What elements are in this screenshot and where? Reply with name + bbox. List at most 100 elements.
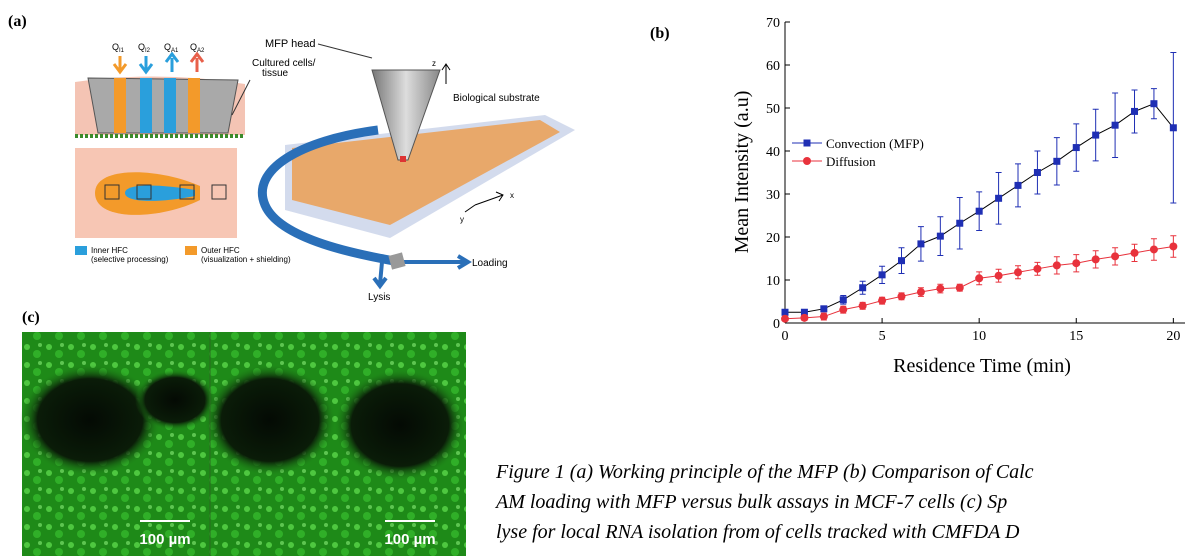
micrograph: 100 µm 100 µm (20, 332, 466, 556)
panel-label: (a) (8, 13, 27, 30)
legend-marker (803, 157, 811, 165)
flow-label: QA1 (164, 42, 179, 54)
legend-marker (804, 140, 811, 147)
point (917, 288, 925, 296)
point (956, 220, 963, 227)
dark-region (135, 370, 215, 430)
point (878, 297, 886, 305)
diagram: QI1 QI2 QA1 QA2 Inner HFC (selective pro… (75, 38, 575, 303)
chart: Residence Time (min) Mean Intensity (a.u… (731, 16, 1185, 377)
point (1053, 261, 1061, 269)
flow-sub: A2 (197, 48, 205, 54)
label: Loading (472, 258, 508, 269)
arrow (400, 256, 468, 268)
point (820, 305, 827, 312)
point (1150, 245, 1158, 253)
point (1033, 265, 1041, 273)
y-tick-label: 30 (766, 188, 780, 203)
point (995, 195, 1002, 202)
y-tick-label: 60 (766, 59, 780, 74)
legend-label: Diffusion (826, 154, 876, 169)
y-tick-label: 70 (766, 16, 780, 31)
flow-sub: A1 (171, 48, 179, 54)
point (917, 240, 924, 247)
point (1112, 122, 1119, 129)
y-axis-label: Mean Intensity (a.u) (731, 91, 753, 254)
point (975, 274, 983, 282)
flow-main: Q (190, 42, 197, 52)
channel (188, 78, 200, 133)
x-tick-label: 20 (1166, 329, 1180, 344)
point (859, 302, 867, 310)
arrow (191, 54, 203, 72)
y-tick-label: 20 (766, 231, 780, 246)
channel (140, 78, 152, 133)
y-tick-label: 40 (766, 145, 780, 160)
point (879, 271, 886, 278)
channel (114, 78, 126, 133)
label: MFP head (265, 38, 316, 50)
point (859, 284, 866, 291)
label: tissue (262, 68, 289, 79)
scale-label: 100 µm (384, 531, 435, 548)
point (1072, 259, 1080, 267)
point (781, 315, 789, 323)
point (1131, 249, 1139, 257)
point (1092, 132, 1099, 139)
leader (318, 44, 372, 58)
panel-label: (b) (650, 25, 670, 42)
arrow (166, 54, 178, 72)
legend-label: Convection (MFP) (826, 136, 924, 151)
caption-line: lyse for local RNA isolation from of cel… (496, 521, 1020, 543)
label: Lysis (368, 292, 390, 303)
x-axis-label: Residence Time (min) (893, 355, 1071, 377)
label: Biological substrate (453, 93, 540, 104)
flow-main: Q (138, 42, 145, 52)
caption-line: Figure 1 (a) Working principle of the MF… (495, 461, 1034, 483)
arrow (114, 56, 126, 72)
flow-main: Q (112, 42, 119, 52)
point (995, 272, 1003, 280)
point (840, 296, 847, 303)
flow-label: QA2 (190, 42, 205, 54)
point (1111, 252, 1119, 260)
axis-arrow (465, 205, 475, 212)
flow-label: QI2 (138, 42, 151, 54)
x-tick-label: 10 (972, 329, 986, 344)
x-tick-label: 5 (879, 329, 886, 344)
point (820, 313, 828, 321)
legend-text: Inner HFC (91, 246, 128, 255)
tip (400, 156, 406, 162)
point (898, 257, 905, 264)
point (898, 292, 906, 300)
flow-main: Q (164, 42, 171, 52)
point (1092, 255, 1100, 263)
axis-label: z (432, 59, 436, 68)
arrow (140, 56, 152, 72)
dark-region (20, 365, 160, 475)
dark-region (205, 365, 335, 475)
axis-label: x (510, 191, 514, 200)
caption-line: AM loading with MFP versus bulk assays i… (494, 491, 1007, 513)
flow-sub: I1 (119, 48, 125, 54)
axis-arrow (475, 192, 503, 205)
point (1034, 169, 1041, 176)
legend-swatch (75, 246, 87, 255)
valve (388, 252, 405, 269)
y-tick-label: 50 (766, 102, 780, 117)
dark-region (335, 370, 465, 480)
axis-label: y (460, 215, 464, 224)
legend-text: (visualization + shielding) (201, 255, 291, 264)
point (976, 208, 983, 215)
legend-swatch (185, 246, 197, 255)
caption: Figure 1 (a) Working principle of the MF… (494, 461, 1034, 543)
point (956, 284, 964, 292)
axis-arrow (442, 64, 450, 84)
point (1014, 268, 1022, 276)
point (1150, 100, 1157, 107)
y-tick-label: 10 (766, 274, 780, 289)
point (800, 314, 808, 322)
point (1170, 124, 1177, 131)
point (1015, 182, 1022, 189)
panel-label: (c) (22, 309, 40, 326)
